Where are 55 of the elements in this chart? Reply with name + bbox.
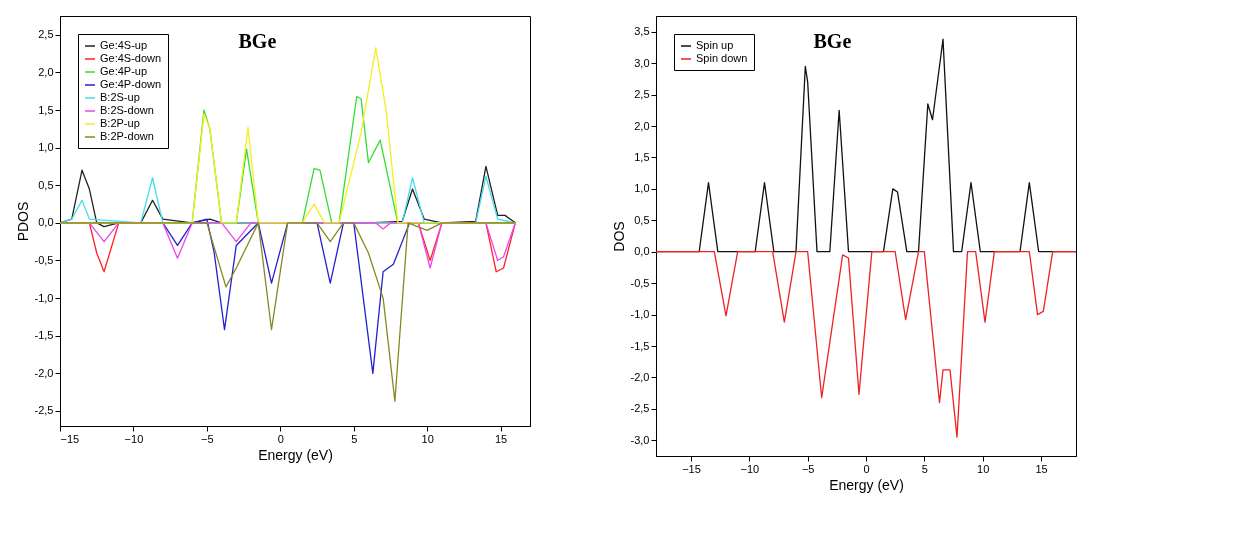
x-tick-label: 5 — [351, 432, 358, 445]
y-tick-label: -1,5 — [34, 329, 54, 342]
y-tick-label: -2,5 — [34, 404, 54, 417]
legend-label: B:2S-down — [100, 104, 154, 116]
y-tick-label: 0,0 — [634, 245, 650, 258]
x-axis-title: Energy (eV) — [258, 446, 333, 463]
y-tick-label: 1,0 — [634, 182, 650, 195]
y-tick-label: 0,5 — [634, 213, 650, 226]
y-tick-label: 2,0 — [634, 119, 650, 132]
legend-label: B:2P-up — [100, 117, 140, 129]
y-tick-label: -0,5 — [630, 276, 650, 289]
x-tick-label: 0 — [277, 432, 284, 445]
y-tick-label: 3,0 — [634, 56, 650, 69]
x-tick-label: −15 — [682, 462, 701, 475]
legend-label: Spin up — [696, 39, 734, 51]
text: BGe — [813, 30, 852, 52]
y-axis-title: DOS — [610, 221, 627, 252]
y-tick-label: 2,5 — [634, 88, 650, 101]
y-tick-label: -1,0 — [34, 291, 54, 304]
x-tick-label: −10 — [124, 432, 144, 445]
x-axis-title: Energy (eV) — [829, 476, 904, 493]
x-tick-label: 10 — [421, 432, 434, 445]
x-tick-label: 10 — [977, 462, 990, 475]
y-tick-label: 2,5 — [38, 28, 54, 41]
legend-label: B:2P-down — [100, 130, 154, 142]
y-tick-label: 2,0 — [38, 65, 54, 78]
legend-label: Spin down — [696, 52, 748, 64]
legend-label: B:2S-up — [100, 91, 140, 103]
x-tick-label: 0 — [863, 462, 870, 475]
y-tick-label: 1,5 — [38, 103, 54, 116]
y-tick-label: -2,0 — [34, 366, 54, 379]
y-tick-label: -1,0 — [630, 308, 650, 321]
x-tick-label: 5 — [921, 462, 928, 475]
x-tick-label: −10 — [740, 462, 760, 475]
y-tick-label: -0,5 — [34, 254, 54, 266]
y-tick-label: 1,5 — [634, 150, 650, 163]
y-tick-label: -2,0 — [630, 370, 650, 383]
x-tick-label: −15 — [60, 432, 80, 445]
y-tick-label: -2,5 — [630, 402, 650, 415]
legend-label: Ge:4S-up — [100, 39, 148, 51]
y-tick-label: -1,5 — [630, 339, 650, 352]
y-tick-label: 1,0 — [38, 141, 54, 154]
y-tick-label: 3,5 — [634, 25, 650, 38]
y-tick-label: -3,0 — [630, 433, 650, 446]
y-tick-label: 0,5 — [38, 178, 54, 191]
x-tick-label: 15 — [495, 432, 508, 445]
legend-label: Ge:4P-up — [100, 65, 148, 77]
x-tick-label: 15 — [1035, 462, 1048, 475]
text: BGe — [238, 30, 277, 52]
y-axis-title: PDOS — [14, 201, 31, 242]
y-tick-label: 0,0 — [38, 216, 54, 229]
legend-label: Ge:4P-down — [100, 78, 162, 90]
legend-label: Ge:4S-down — [100, 52, 162, 64]
x-tick-label: −5 — [201, 432, 214, 445]
x-tick-label: −5 — [801, 462, 815, 475]
